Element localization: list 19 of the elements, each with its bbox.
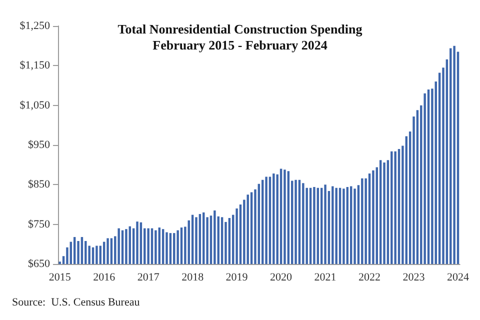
y-tick-label: $950: [28, 139, 50, 151]
x-tick-label: 2015: [48, 272, 72, 284]
x-tick-label: 2017: [137, 272, 160, 284]
y-tick-label: $1,050: [20, 99, 50, 112]
y-tick-label: $650: [28, 258, 50, 270]
chart-title: Total Nonresidential Construction Spending February 2015 - February 2024: [118, 22, 363, 52]
source-note: Source: U.S. Census Bureau: [12, 296, 140, 308]
y-tick-label: $1,150: [20, 60, 50, 72]
y-tick-label: $850: [28, 178, 50, 191]
x-tick-label: 2016: [93, 272, 116, 284]
x-tick-label: 2021: [314, 272, 336, 284]
x-tick-label: 2022: [358, 272, 381, 284]
y-tick-label: $750: [28, 218, 50, 230]
x-tick-label: 2019: [226, 272, 248, 284]
x-tick-label: 2020: [270, 272, 293, 284]
y-tick-label: $1,250: [20, 20, 50, 32]
x-tick-label: 2024: [447, 272, 470, 284]
x-tick-label: 2023: [402, 272, 426, 284]
x-tick-label: 2018: [182, 272, 204, 284]
